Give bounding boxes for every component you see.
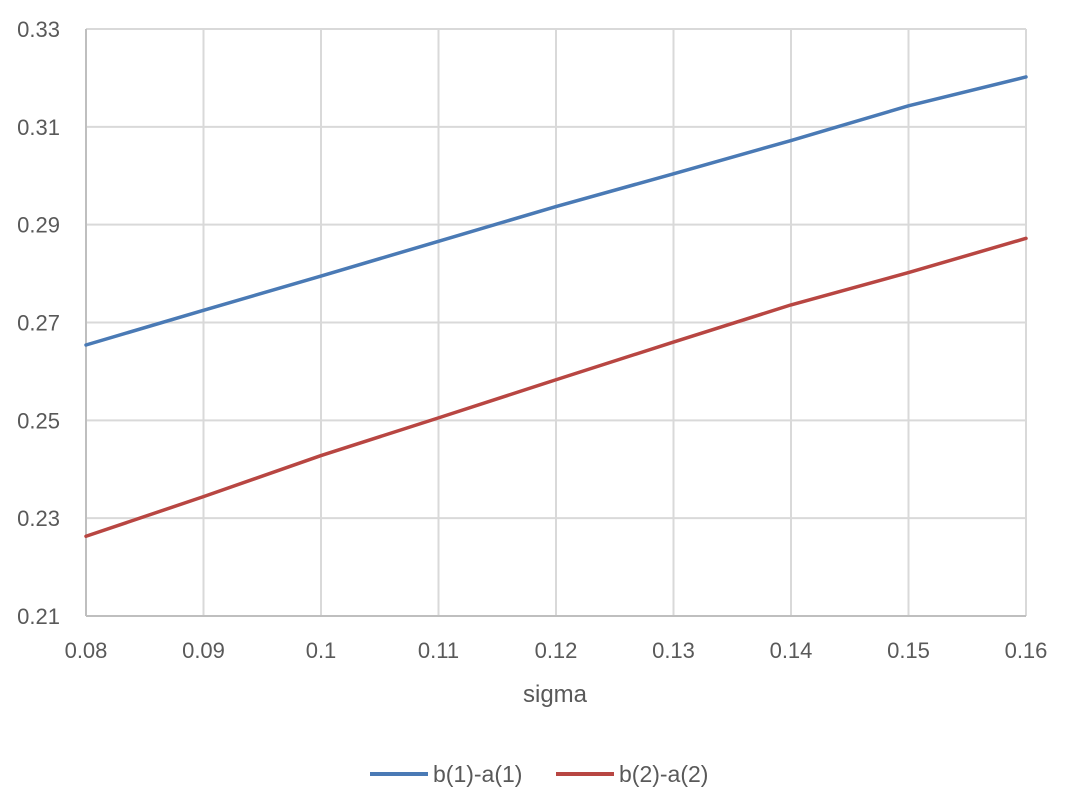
axes <box>85 29 1026 617</box>
x-tick-label: 0.08 <box>65 638 108 663</box>
y-tick-label: 0.21 <box>17 604 60 629</box>
x-tick-label: 0.13 <box>652 638 695 663</box>
y-tick-label: 0.33 <box>17 17 60 42</box>
x-tick-label: 0.1 <box>306 638 337 663</box>
gridlines <box>86 28 1027 616</box>
y-tick-label: 0.23 <box>17 506 60 531</box>
y-tick-label: 0.27 <box>17 311 60 336</box>
legend: b(1)-a(1) b(2)-a(2) <box>370 761 708 787</box>
y-tick-label: 0.29 <box>17 213 60 238</box>
y-tick-label: 0.25 <box>17 408 60 433</box>
x-tick-label: 0.09 <box>182 638 225 663</box>
x-tick-label: 0.11 <box>418 638 459 663</box>
legend-label: b(1)-a(1) <box>433 761 522 787</box>
series-line-1 <box>84 75 1028 347</box>
x-tick-label: 0.12 <box>535 638 578 663</box>
legend-label: b(2)-a(2) <box>619 761 708 787</box>
tick-labels: 0.21 0.23 0.25 0.27 0.29 0.31 0.33 0.08 0.09 0.1 0… <box>17 17 1047 663</box>
x-axis-title: sigma <box>523 681 588 708</box>
series-lines <box>84 75 1028 539</box>
x-tick-label: 0.15 <box>887 638 930 663</box>
x-tick-label: 0.14 <box>770 638 813 663</box>
series-line-2 <box>84 236 1028 539</box>
y-tick-label: 0.31 <box>17 115 60 140</box>
x-tick-label: 0.16 <box>1005 638 1048 663</box>
